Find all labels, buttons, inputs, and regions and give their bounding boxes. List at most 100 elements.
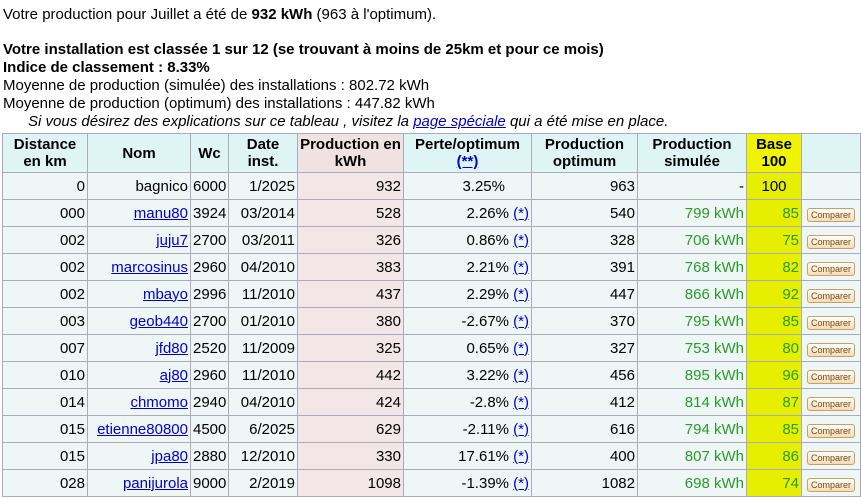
base-cell: 74	[746, 469, 802, 497]
action-cell: Comparer	[801, 307, 861, 335]
name-cell: etienne80800	[87, 415, 191, 443]
production-cell: 326	[297, 226, 404, 254]
base-cell: 87	[746, 388, 802, 416]
action-cell: Comparer	[801, 415, 861, 443]
simulated-cell: 799 kWh	[637, 199, 747, 227]
table-row: 014 chmomo 2940 04/2010 424 -2.8% (*) 412 814 k…	[2, 388, 861, 416]
name-cell: panijurola	[87, 469, 191, 497]
compare-button[interactable]: Comparer	[806, 234, 855, 249]
header-row: Distance en km Nom Wc Date inst. Product…	[2, 133, 861, 173]
action-cell: Comparer	[801, 253, 861, 281]
action-cell: Comparer	[801, 469, 861, 497]
note-link[interactable]: (*)	[513, 447, 529, 465]
note-link[interactable]: (*)	[513, 393, 529, 411]
table-row: 002 juju7 2700 03/2011 326 0.86% (*) 328 706 kW…	[2, 226, 861, 254]
optimum-cell: 400	[531, 442, 638, 470]
perte-cell: 3.25%	[403, 172, 532, 200]
action-cell: Comparer	[801, 226, 861, 254]
table-row: 000 manu80 3924 03/2014 528 2.26% (*) 540 799 k…	[2, 199, 861, 227]
note-link[interactable]: (*)	[513, 474, 529, 492]
perte-text: 2.29%	[466, 285, 509, 303]
perte-cell: 2.21% (*)	[403, 253, 532, 281]
optimum-cell: 963	[531, 172, 638, 200]
note-link[interactable]: (*)	[513, 204, 529, 222]
compare-button[interactable]: Comparer	[806, 477, 855, 492]
name-cell: marcosinus	[87, 253, 191, 281]
name-link[interactable]: geob440	[129, 312, 188, 330]
distance-cell: 000	[2, 199, 88, 227]
note-link[interactable]: (*)	[513, 258, 529, 276]
table-row: 0 bagnico 6000 1/2025 932 3.25% 963-100	[2, 172, 861, 200]
name-link[interactable]: etienne80800	[97, 420, 188, 438]
production-cell: 932	[297, 172, 404, 200]
perte-text: -2.11%	[462, 420, 509, 438]
base-cell: 80	[746, 334, 802, 362]
perte-text: -2.8%	[469, 393, 509, 411]
compare-button[interactable]: Comparer	[806, 396, 855, 411]
compare-button[interactable]: Comparer	[806, 261, 855, 276]
header-note-link[interactable]: (**)	[456, 153, 479, 170]
base-cell: 96	[746, 361, 802, 389]
compare-button[interactable]: Comparer	[806, 342, 855, 357]
help-link[interactable]: page spéciale	[413, 113, 506, 130]
optimum-cell: 328	[531, 226, 638, 254]
compare-button[interactable]: Comparer	[806, 450, 855, 465]
table-row: 007 jfd80 2520 11/2009 325 0.65% (*) 327 753 kW…	[2, 334, 861, 362]
distance-cell: 014	[2, 388, 88, 416]
intro: Votre production pour Juillet a été de 9…	[3, 6, 436, 23]
date-cell: 11/2010	[228, 361, 298, 389]
compare-button[interactable]: Comparer	[806, 207, 855, 222]
perte-cell: 2.29% (*)	[403, 280, 532, 308]
perte-text: 3.22%	[466, 366, 509, 384]
note-link[interactable]: (*)	[513, 420, 529, 438]
wc-cell: 6000	[190, 172, 229, 200]
wc-cell: 3924	[190, 199, 229, 227]
note-link[interactable]: (*)	[513, 312, 529, 330]
compare-button[interactable]: Comparer	[806, 315, 855, 330]
note-link[interactable]: (*)	[513, 231, 529, 249]
distance-cell: 002	[2, 226, 88, 254]
header-cell: Production optimum	[531, 133, 638, 173]
name-link[interactable]: chmomo	[130, 393, 188, 411]
name-link[interactable]: jpa80	[151, 447, 188, 465]
header-text: Perte/optimum	[414, 136, 520, 153]
optimum-cell: 370	[531, 307, 638, 335]
production-cell: 325	[297, 334, 404, 362]
simulated-cell: 794 kWh	[637, 415, 747, 443]
name-cell: juju7	[87, 226, 191, 254]
wc-cell: 2700	[190, 307, 229, 335]
date-cell: 01/2010	[228, 307, 298, 335]
base-cell: 75	[746, 226, 802, 254]
perte-text: 2.21%	[466, 258, 509, 276]
name-link[interactable]: marcosinus	[111, 258, 188, 276]
perte-cell: 2.26% (*)	[403, 199, 532, 227]
ranking-table: Distance en km Nom Wc Date inst. Product…	[2, 133, 861, 497]
action-cell: Comparer	[801, 388, 861, 416]
action-cell: Comparer	[801, 334, 861, 362]
name-link[interactable]: panijurola	[122, 474, 188, 492]
optimum-cell: 327	[531, 334, 638, 362]
compare-button[interactable]: Comparer	[806, 369, 855, 384]
note-link[interactable]: (*)	[513, 339, 529, 357]
name-link[interactable]: jfd80	[155, 339, 188, 357]
table-row: 002 mbayo 2996 11/2010 437 2.29% (*) 447 866 kW…	[2, 280, 861, 308]
name-link[interactable]: aj80	[159, 366, 188, 384]
note-link[interactable]: (*)	[513, 366, 529, 384]
name-link[interactable]: juju7	[156, 231, 188, 249]
name-cell: bagnico	[87, 172, 191, 200]
simulated-cell: 866 kWh	[637, 280, 747, 308]
distance-cell: 002	[2, 280, 88, 308]
perte-cell: 0.65% (*)	[403, 334, 532, 362]
header-cell: Wc	[190, 133, 229, 173]
note-link[interactable]: (*)	[513, 285, 529, 303]
perte-cell: 3.22% (*)	[403, 361, 532, 389]
base-cell: 85	[746, 415, 802, 443]
perte-text: 0.65%	[466, 339, 509, 357]
date-cell: 03/2014	[228, 199, 298, 227]
base-cell: 100	[746, 172, 802, 200]
optimum-cell: 456	[531, 361, 638, 389]
name-link[interactable]: manu80	[133, 204, 188, 222]
name-link[interactable]: mbayo	[142, 285, 188, 303]
compare-button[interactable]: Comparer	[806, 288, 855, 303]
compare-button[interactable]: Comparer	[806, 423, 855, 438]
